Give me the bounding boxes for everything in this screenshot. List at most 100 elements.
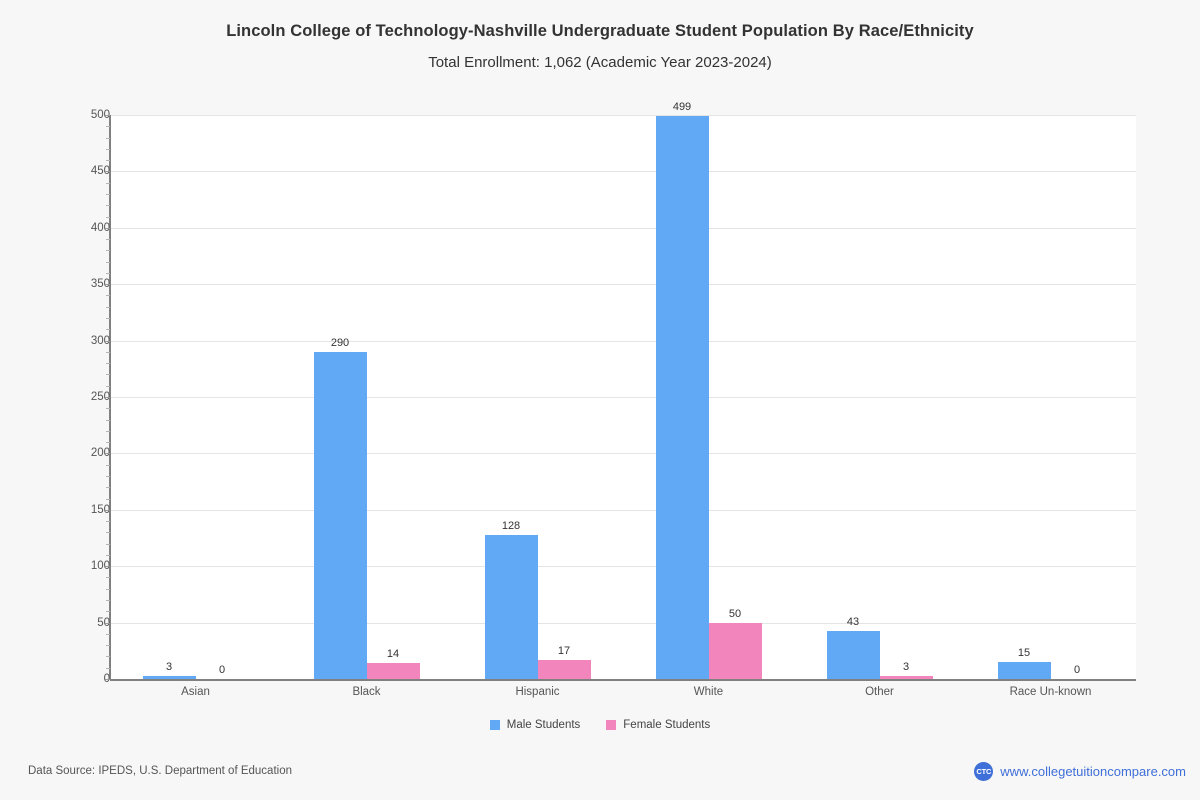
y-minor-tick-mark bbox=[106, 306, 110, 308]
y-axis-tick-marks bbox=[104, 115, 110, 680]
y-minor-tick-mark bbox=[106, 239, 110, 241]
x-tick-label: Race Un-known bbox=[1009, 686, 1092, 698]
bar[interactable]: 15 bbox=[997, 647, 1051, 679]
legend-label: Male Students bbox=[506, 719, 581, 731]
x-axis-line bbox=[110, 679, 1136, 681]
gridline bbox=[110, 171, 1136, 173]
y-minor-tick-mark bbox=[106, 532, 110, 534]
data-source-text: Data Source: IPEDS, U.S. Department of E… bbox=[28, 765, 292, 777]
chart-header: Lincoln College of Technology-Nashville … bbox=[0, 0, 1200, 72]
gridline bbox=[110, 453, 1136, 455]
y-tick-mark bbox=[105, 227, 110, 229]
bar-group-other: 43 3 bbox=[826, 115, 933, 679]
y-minor-tick-mark bbox=[106, 148, 110, 150]
y-minor-tick-mark bbox=[106, 351, 110, 353]
chart-legend: Male Students Female Students bbox=[0, 719, 1200, 731]
y-tick-mark bbox=[105, 115, 110, 116]
y-minor-tick-mark bbox=[106, 193, 110, 195]
y-minor-tick-mark bbox=[106, 250, 110, 252]
bar[interactable]: 14 bbox=[366, 648, 420, 679]
legend-label: Female Students bbox=[623, 719, 711, 731]
gridline bbox=[110, 115, 1136, 116]
bar[interactable]: 499 bbox=[655, 101, 709, 679]
y-minor-tick-mark bbox=[106, 419, 110, 421]
gridline bbox=[110, 566, 1136, 568]
y-minor-tick-mark bbox=[106, 633, 110, 635]
gridline bbox=[110, 227, 1136, 229]
y-minor-tick-mark bbox=[106, 442, 110, 444]
brand-watermark[interactable]: CTC www.collegetuitioncompare.com bbox=[974, 762, 1186, 781]
y-tick-mark bbox=[105, 622, 110, 624]
y-minor-tick-mark bbox=[106, 272, 110, 274]
y-minor-tick-mark bbox=[106, 385, 110, 387]
y-minor-tick-mark bbox=[106, 363, 110, 365]
y-tick-label: 500 bbox=[90, 109, 110, 121]
y-tick-mark bbox=[105, 509, 110, 511]
y-minor-tick-mark bbox=[106, 329, 110, 331]
plot-area: 3 0 290 14 128 17 499 50 43 3 15 0 bbox=[110, 101, 1136, 679]
bar-group-hispanic: 128 17 bbox=[484, 115, 591, 679]
bar[interactable]: 17 bbox=[537, 645, 591, 679]
bar-group-race-un-known: 15 0 bbox=[997, 115, 1104, 679]
y-minor-tick-mark bbox=[106, 205, 110, 207]
y-tick-label: 100 bbox=[90, 560, 110, 573]
y-minor-tick-mark bbox=[106, 656, 110, 658]
bar[interactable]: 3 bbox=[142, 661, 196, 679]
y-minor-tick-mark bbox=[106, 408, 110, 410]
legend-item-male[interactable]: Male Students bbox=[489, 719, 581, 731]
legend-item-female[interactable]: Female Students bbox=[606, 719, 710, 731]
y-minor-tick-mark bbox=[106, 611, 110, 613]
y-tick-mark bbox=[105, 171, 110, 173]
y-tick-mark bbox=[105, 284, 110, 286]
bar-value-label: 17 bbox=[557, 644, 571, 657]
y-tick-label: 400 bbox=[90, 221, 110, 234]
y-tick-mark bbox=[105, 679, 110, 680]
bar-value-label: 0 bbox=[218, 664, 226, 676]
y-tick-mark bbox=[105, 397, 110, 398]
bar-value-label: 50 bbox=[728, 607, 742, 620]
y-tick-label: 50 bbox=[97, 616, 110, 629]
y-minor-tick-mark bbox=[106, 487, 110, 489]
x-tick-label: Black bbox=[352, 686, 381, 698]
x-tick-label: Other bbox=[865, 686, 894, 698]
bar-value-label: 43 bbox=[846, 615, 860, 628]
y-minor-tick-mark bbox=[106, 160, 110, 162]
bar[interactable]: 43 bbox=[826, 616, 880, 679]
y-tick-mark bbox=[105, 453, 110, 455]
x-tick-label: Hispanic bbox=[515, 686, 560, 698]
y-tick-mark bbox=[105, 340, 110, 342]
x-tick-label: Asian bbox=[181, 686, 210, 698]
y-tick-mark bbox=[105, 566, 110, 568]
y-minor-tick-mark bbox=[106, 645, 110, 647]
bar[interactable]: 290 bbox=[313, 337, 367, 679]
bar-value-label: 499 bbox=[672, 101, 692, 114]
y-minor-tick-mark bbox=[106, 543, 110, 545]
y-minor-tick-mark bbox=[106, 374, 110, 376]
y-minor-tick-mark bbox=[106, 577, 110, 579]
page-title: Lincoln College of Technology-Nashville … bbox=[226, 22, 974, 40]
y-minor-tick-mark bbox=[106, 126, 110, 128]
bar[interactable]: 50 bbox=[708, 608, 762, 679]
gridline bbox=[110, 622, 1136, 624]
gridline bbox=[110, 397, 1136, 398]
y-minor-tick-mark bbox=[106, 318, 110, 320]
ctc-logo-icon: CTC bbox=[974, 762, 994, 781]
y-minor-tick-mark bbox=[106, 667, 110, 669]
legend-swatch-icon bbox=[489, 720, 500, 730]
brand-url-label[interactable]: www.collegetuitioncompare.com bbox=[1000, 764, 1186, 779]
x-tick-label: White bbox=[693, 686, 724, 698]
bar[interactable]: 3 bbox=[879, 661, 933, 679]
y-tick-label: 150 bbox=[90, 503, 110, 516]
y-minor-tick-mark bbox=[106, 216, 110, 218]
bar-value-label: 14 bbox=[386, 648, 400, 661]
y-tick-label: 200 bbox=[90, 447, 110, 460]
y-tick-label: 300 bbox=[90, 334, 110, 347]
gridline bbox=[110, 509, 1136, 511]
legend-swatch-icon bbox=[606, 720, 617, 730]
y-tick-label: 250 bbox=[90, 391, 110, 403]
bar[interactable]: 128 bbox=[484, 520, 538, 679]
gridline bbox=[110, 340, 1136, 342]
bar-value-label: 3 bbox=[902, 660, 910, 673]
y-minor-tick-mark bbox=[106, 430, 110, 432]
